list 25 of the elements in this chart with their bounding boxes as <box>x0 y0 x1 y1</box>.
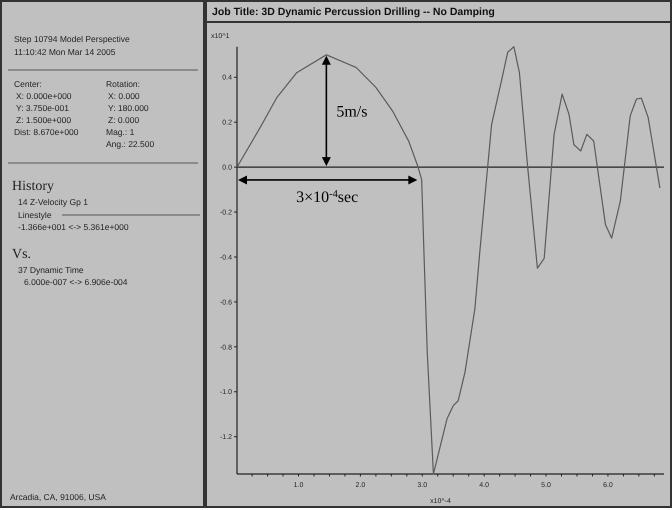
text: Vs. <box>12 247 32 262</box>
text: X: 0.000e+000 <box>16 91 72 101</box>
text: Rotation: <box>106 79 140 89</box>
line-series <box>236 46 661 475</box>
text: Arcadia, CA, 91006, USA <box>10 492 106 502</box>
annotation: 3×10$^{-4}$sec <box>296 188 358 206</box>
text: 14 Z-Velocity Gp 1 <box>18 197 88 207</box>
annotation: 5m/s <box>336 104 368 121</box>
text: History <box>12 179 54 194</box>
chart-title: Job Title: 3D Dynamic Percussion Drilling -- No Damping <box>212 6 495 18</box>
text: Ang.: 22.500 <box>106 139 154 149</box>
text: Step 10794 Model Perspective <box>14 34 130 44</box>
text: Z: 1.500e+000 <box>16 115 72 125</box>
text: Mag.: 1 <box>106 127 135 137</box>
text: 37 Dynamic Time <box>18 265 84 275</box>
text: -1.366e+001 <-> 5.361e+000 <box>18 222 129 232</box>
text: Linestyle <box>18 210 52 220</box>
text: 11:10:42 Mon Mar 14 2005 <box>14 47 116 57</box>
text: Center: <box>14 79 42 89</box>
text: Y: 180.000 <box>108 103 149 113</box>
text: Dist: 8.670e+000 <box>14 127 79 137</box>
text: 6.000e-007 <-> 6.906e-004 <box>24 277 128 287</box>
text: Z: 0.000 <box>108 115 140 125</box>
text: X: 0.000 <box>108 91 140 101</box>
text: Y: 3.750e-001 <box>16 103 70 113</box>
